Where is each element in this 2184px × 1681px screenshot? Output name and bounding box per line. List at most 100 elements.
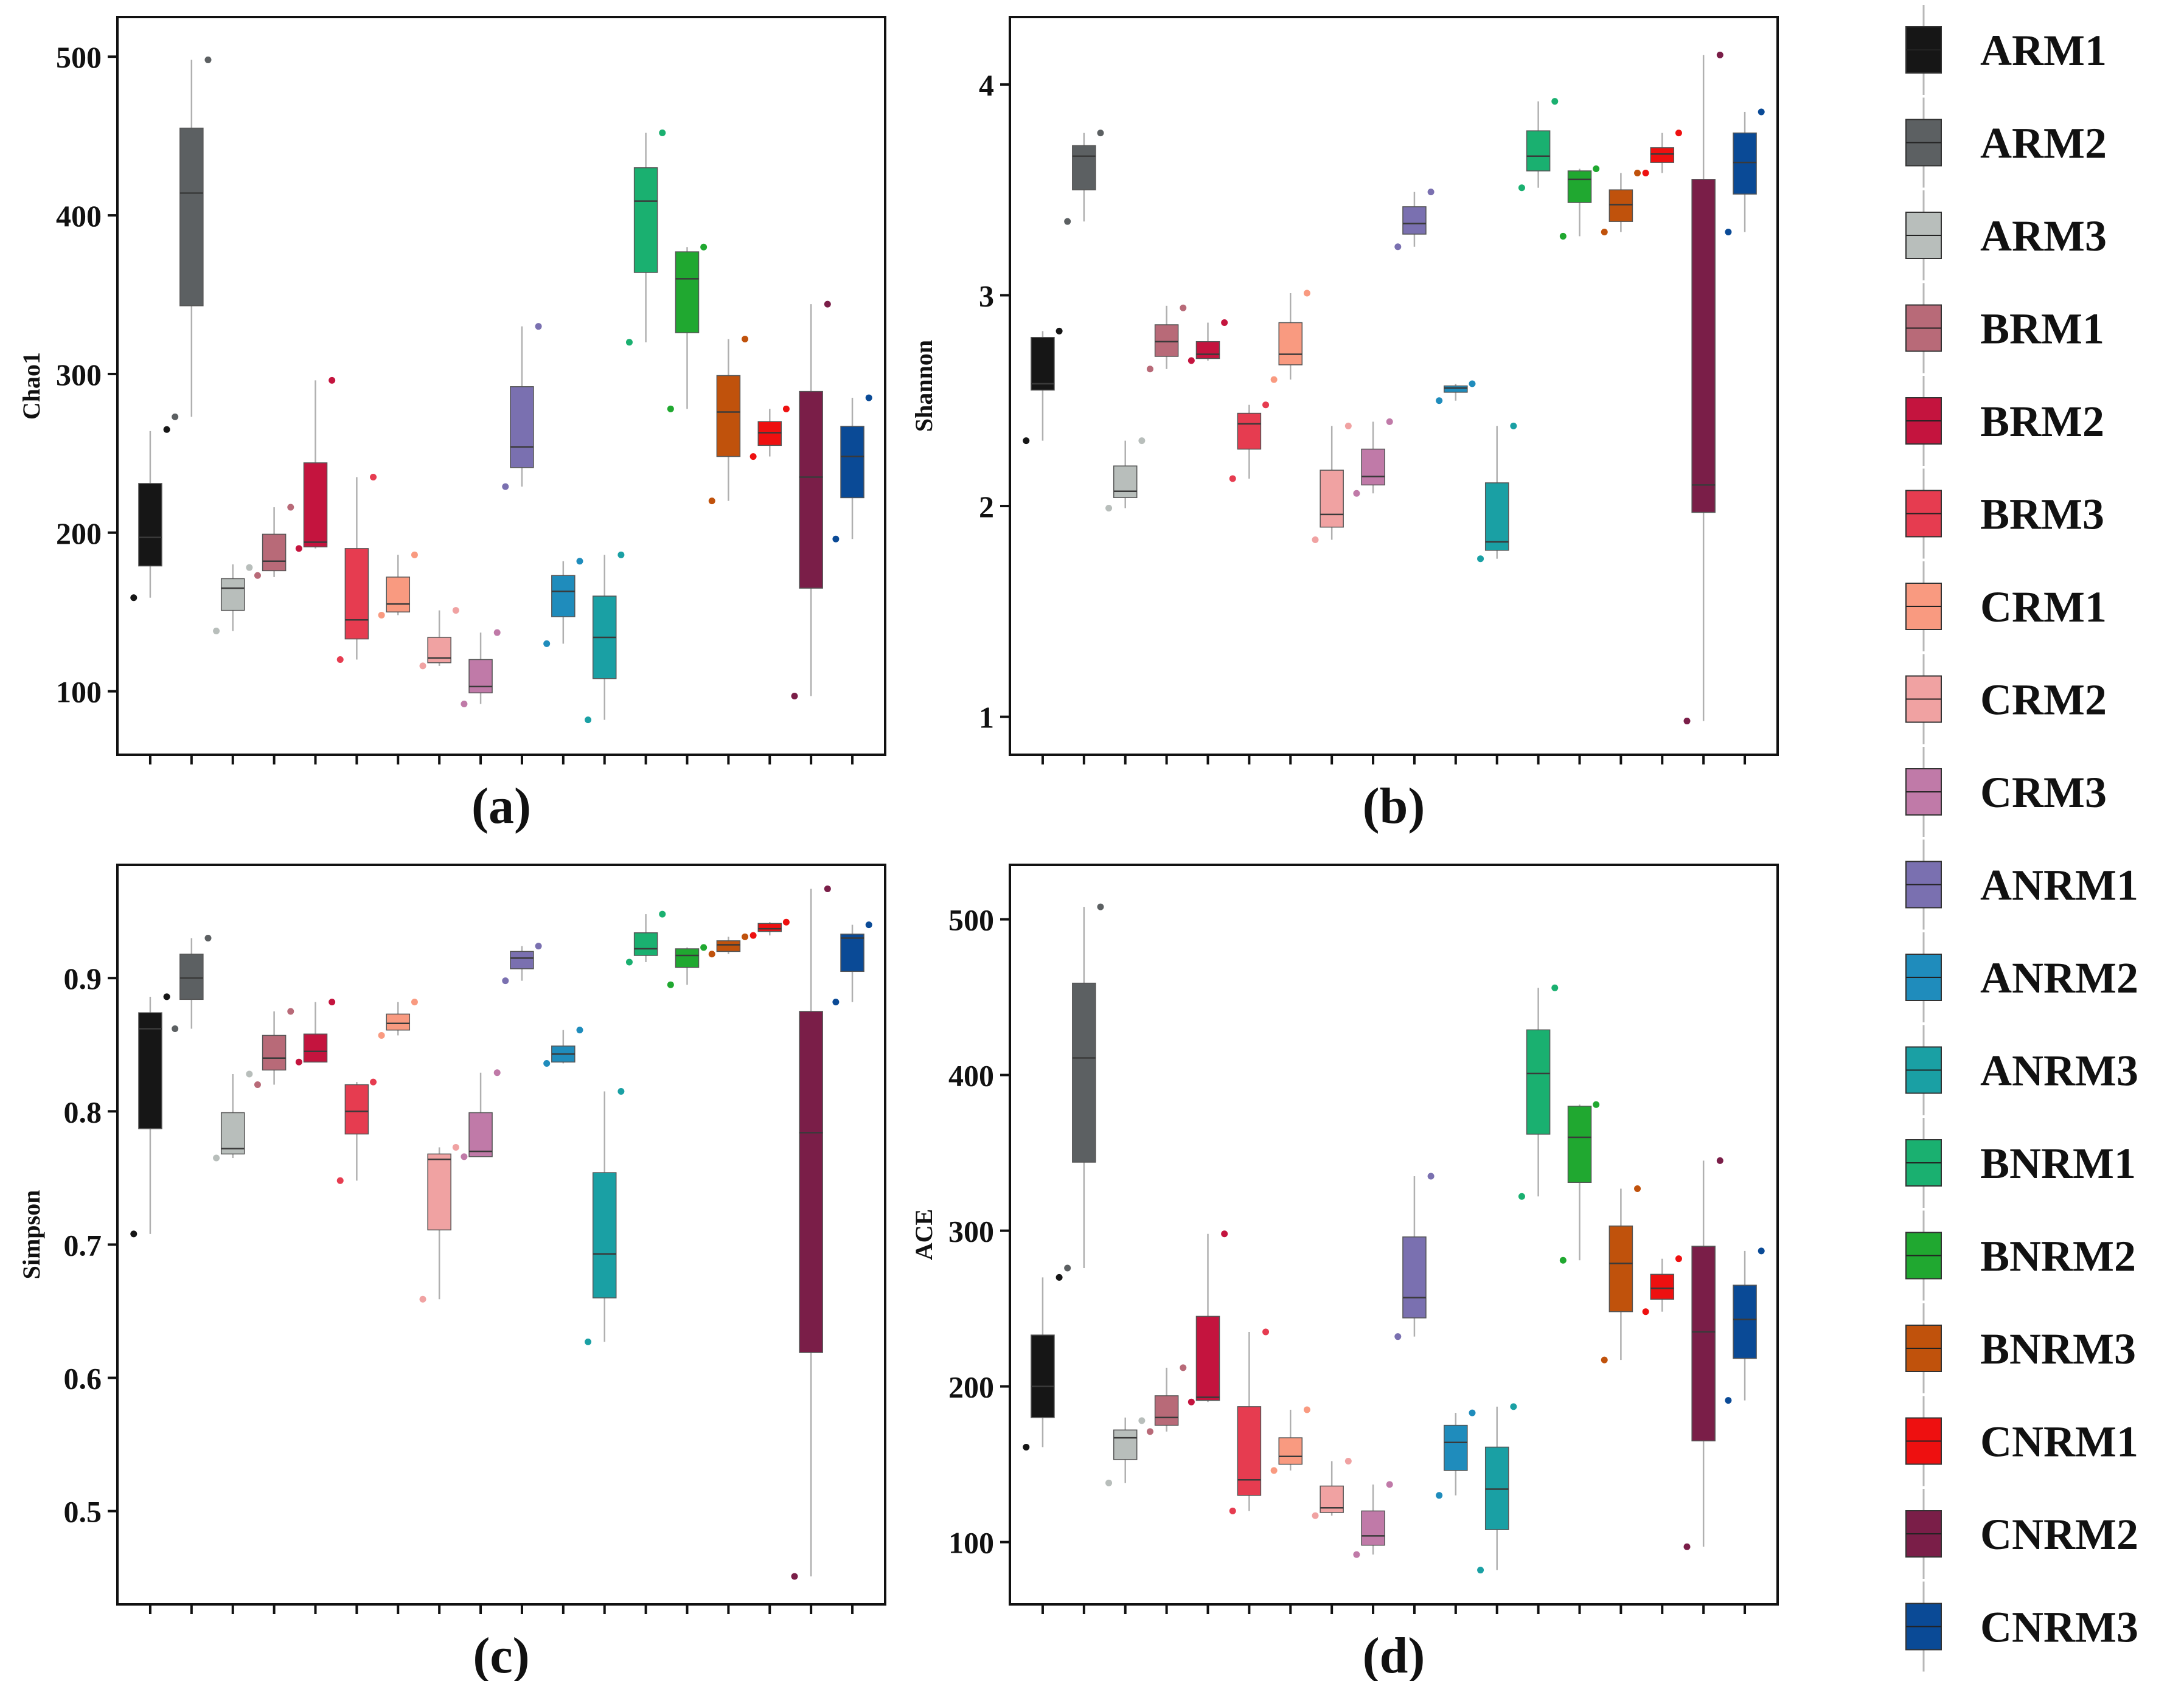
data-point [419, 1295, 426, 1303]
data-point [1023, 437, 1030, 445]
data-point [1055, 1274, 1063, 1281]
data-point [1601, 1356, 1608, 1364]
data-point [1303, 1406, 1310, 1413]
data-point [1312, 1512, 1319, 1519]
data-point [1427, 1173, 1435, 1180]
data-point [1634, 1185, 1641, 1192]
data-point [213, 1154, 220, 1162]
box-iqr [220, 578, 245, 611]
panel-label: (c) [473, 1627, 529, 1681]
legend-item-cnrm3: CNRM3 [1905, 1581, 2138, 1672]
box-arm2 [172, 56, 212, 420]
data-point [1138, 437, 1146, 445]
box-cnrm1 [1642, 1255, 1682, 1315]
data-point [1229, 1507, 1236, 1514]
legend-item-bnrm2: BNRM2 [1905, 1210, 2136, 1301]
box-iqr [799, 390, 823, 589]
panel-a: 100 200 300 400 500 Chao1 (a) [18, 16, 886, 834]
box-brm3 [336, 1078, 377, 1184]
legend-label: ANRM2 [1980, 954, 2138, 1002]
data-point [1551, 984, 1559, 991]
legend-item-arm1: ARM1 [1905, 5, 2107, 95]
legend-item-crm2: CRM2 [1905, 654, 2107, 744]
box-iqr [468, 1112, 493, 1157]
box-anrm1 [1394, 1173, 1435, 1340]
data-point [163, 426, 170, 433]
box-brm2 [295, 376, 336, 552]
data-point [1105, 505, 1113, 512]
box-iqr [1195, 1315, 1220, 1401]
box-brm1 [1146, 304, 1187, 373]
data-point [246, 1070, 253, 1078]
data-point [461, 1153, 468, 1160]
box-anrm1 [502, 943, 542, 985]
y-tick-label: 0.5 [64, 1495, 102, 1529]
box-iqr [220, 1112, 245, 1155]
data-point [1593, 1101, 1600, 1108]
box-cnrm1 [749, 405, 790, 460]
box-crm1 [1270, 289, 1310, 383]
box-iqr [716, 940, 741, 952]
data-point [493, 1069, 501, 1076]
box-iqr [757, 923, 782, 932]
y-tick-label: 0.8 [64, 1095, 102, 1129]
box-crm3 [1353, 418, 1393, 497]
data-point [1188, 1398, 1195, 1405]
box-anrm1 [502, 323, 542, 490]
legend-label: ARM2 [1980, 119, 2107, 168]
box-bnrm1 [1518, 984, 1559, 1200]
box-bnrm3 [708, 336, 749, 505]
legend-label: ANRM1 [1980, 861, 2138, 910]
legend-item-arm3: ARM3 [1905, 190, 2107, 280]
box-bnrm3 [708, 933, 749, 958]
data-point [1469, 380, 1476, 387]
box-cnrm2 [1683, 1157, 1723, 1550]
data-point [667, 981, 674, 988]
box-brm3 [1229, 401, 1270, 482]
y-tick-label: 0.9 [64, 962, 102, 996]
box-iqr [633, 932, 658, 956]
box-arm3 [213, 564, 253, 635]
box-iqr [675, 251, 700, 333]
box-crm3 [461, 629, 501, 708]
box-anrm3 [585, 1087, 625, 1345]
data-point [700, 944, 708, 951]
legend-label: BRM2 [1980, 397, 2104, 446]
box-iqr [1031, 337, 1055, 391]
box-iqr [1444, 385, 1468, 393]
box-brm1 [254, 504, 294, 579]
data-point [287, 504, 294, 511]
data-point [1593, 165, 1600, 173]
data-point [617, 551, 625, 558]
data-point [1427, 189, 1435, 196]
data-point [1023, 1443, 1030, 1451]
box-iqr [1320, 470, 1344, 528]
y-tick-label: 1 [979, 701, 994, 735]
box-crm3 [1353, 1481, 1393, 1558]
data-point [832, 999, 840, 1006]
data-point [1675, 1255, 1682, 1263]
legend-label: BNRM1 [1980, 1139, 2136, 1188]
box-cnrm2 [1683, 51, 1723, 725]
box-iqr [386, 577, 411, 612]
data-point [1386, 418, 1393, 425]
legend-item-brm3: BRM3 [1905, 468, 2104, 559]
data-point [617, 1087, 625, 1095]
legend-label: BRM3 [1980, 490, 2104, 539]
box-iqr [1691, 179, 1716, 513]
legend-item-anrm2: ANRM2 [1905, 932, 2138, 1022]
box-anrm3 [585, 551, 625, 724]
legend-label: ARM3 [1980, 212, 2107, 260]
y-axis-title: Chao1 [18, 352, 45, 420]
box-brm2 [295, 999, 336, 1066]
data-point [130, 594, 137, 601]
box-iqr [1650, 1274, 1675, 1300]
box-iqr [1031, 1334, 1055, 1418]
box-iqr [1361, 1510, 1385, 1546]
data-point [1716, 51, 1723, 58]
data-point [163, 993, 170, 1000]
box-iqr [138, 1012, 162, 1129]
box-brm2 [1188, 319, 1228, 364]
plot-frame [116, 864, 886, 1606]
data-point [493, 629, 501, 636]
